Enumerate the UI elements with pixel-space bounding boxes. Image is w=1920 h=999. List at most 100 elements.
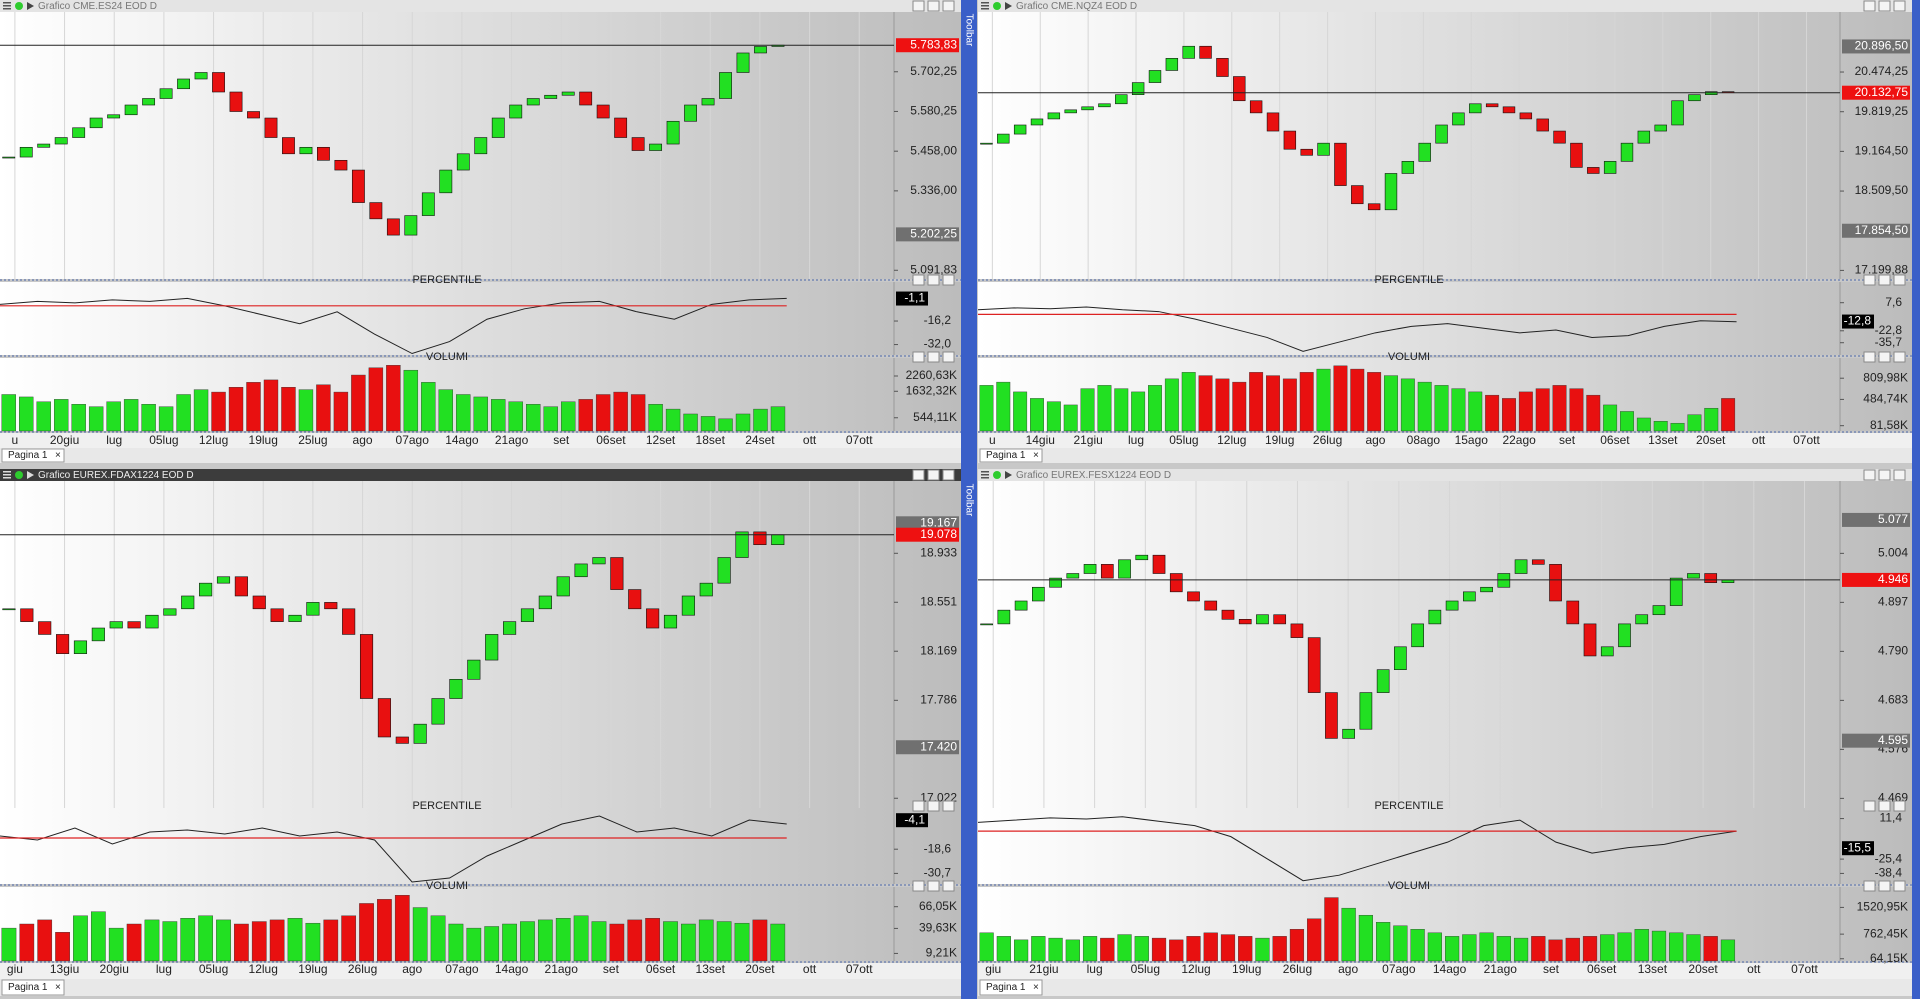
window-button[interactable] (942, 800, 955, 812)
candle (1182, 45, 1195, 59)
window-button[interactable] (1863, 800, 1876, 812)
pane-label: PERCENTILE (1374, 800, 1443, 812)
window-button[interactable] (1893, 0, 1906, 12)
tab-label[interactable]: Pagina 1 (8, 450, 48, 461)
tab-label[interactable]: Pagina 1 (8, 982, 48, 993)
tab-close[interactable]: × (55, 982, 61, 993)
pane-bg (978, 887, 1912, 961)
window-button[interactable] (1893, 351, 1906, 363)
window-button[interactable] (1893, 800, 1906, 812)
candle (264, 117, 278, 138)
tab-close[interactable]: × (1033, 982, 1039, 993)
volume-bar (1462, 934, 1477, 962)
window-button[interactable] (1893, 469, 1906, 481)
window-button[interactable] (1878, 0, 1891, 12)
window-button[interactable] (1878, 800, 1891, 812)
window-button[interactable] (942, 880, 955, 892)
volume-bar (1203, 932, 1218, 962)
window-button[interactable] (912, 469, 925, 481)
toolbar-label[interactable]: Toolbar (963, 14, 974, 47)
candle (270, 608, 284, 622)
window-button[interactable] (1893, 274, 1906, 286)
tab[interactable] (979, 979, 1043, 996)
toolbar-label[interactable]: Toolbar (963, 484, 974, 517)
menu-icon[interactable] (3, 477, 11, 479)
volume-bar (1427, 932, 1442, 962)
window-button[interactable] (1863, 0, 1876, 12)
play-icon[interactable] (27, 471, 34, 479)
x-tick-label: 07ott (846, 433, 873, 447)
y-tick-label: 20.474,25 (1855, 64, 1909, 78)
play-icon[interactable] (27, 2, 34, 10)
menu-icon[interactable] (981, 471, 989, 473)
volume-bar (520, 921, 535, 962)
y-tick-label: 19.164,50 (1855, 144, 1909, 158)
candle (1290, 623, 1304, 638)
menu-icon[interactable] (3, 471, 11, 473)
window-button[interactable] (927, 0, 940, 12)
x-tick-label: 13set (696, 962, 726, 976)
window-button[interactable] (912, 0, 925, 12)
volume-bar (162, 921, 178, 962)
pane-label: PERCENTILE (412, 800, 481, 812)
menu-icon[interactable] (3, 8, 11, 10)
level-label: 5.077 (1878, 512, 1908, 526)
menu-icon[interactable] (981, 2, 989, 4)
candle (386, 218, 400, 236)
window-button[interactable] (942, 351, 955, 363)
window-button[interactable] (927, 274, 940, 286)
menu-icon[interactable] (3, 5, 11, 7)
menu-icon[interactable] (981, 474, 989, 476)
tab-bar (978, 448, 1912, 463)
window-button[interactable] (1878, 274, 1891, 286)
volume-bar (1169, 939, 1184, 962)
tab[interactable] (1, 979, 65, 996)
candle (369, 202, 383, 220)
volume-bar (1272, 936, 1287, 962)
window-button[interactable] (1863, 880, 1876, 892)
play-icon[interactable] (1005, 471, 1012, 479)
x-tick-label: 21ago (1484, 962, 1518, 976)
tab-label[interactable]: Pagina 1 (986, 450, 1026, 461)
candle (1013, 124, 1027, 135)
menu-icon[interactable] (3, 2, 11, 4)
window-button[interactable] (1863, 469, 1876, 481)
window-button[interactable] (927, 351, 940, 363)
window-button[interactable] (912, 274, 925, 286)
menu-icon[interactable] (981, 8, 989, 10)
window-button[interactable] (942, 274, 955, 286)
window-button[interactable] (927, 469, 940, 481)
candle (456, 153, 470, 171)
value-box-label: -1,1 (904, 291, 925, 305)
y-tick-label: -38,4 (1875, 866, 1903, 880)
window-button[interactable] (942, 0, 955, 12)
candle (1221, 609, 1235, 620)
window-button[interactable] (912, 351, 925, 363)
window-button[interactable] (927, 800, 940, 812)
tab-label[interactable]: Pagina 1 (986, 982, 1026, 993)
window-button[interactable] (1863, 274, 1876, 286)
window-button[interactable] (1878, 880, 1891, 892)
window-button[interactable] (927, 880, 940, 892)
candle (491, 117, 505, 138)
window-button[interactable] (1893, 880, 1906, 892)
window-button[interactable] (942, 469, 955, 481)
level-box (896, 740, 959, 755)
tab-close[interactable]: × (1033, 450, 1039, 461)
candle (72, 127, 86, 138)
volume-bar (1341, 907, 1356, 962)
candle (19, 146, 33, 158)
window-button[interactable] (1863, 351, 1876, 363)
volume-bar (1232, 381, 1247, 432)
window-button[interactable] (1878, 351, 1891, 363)
window-button[interactable] (1878, 469, 1891, 481)
menu-icon[interactable] (981, 477, 989, 479)
window-button[interactable] (912, 800, 925, 812)
window-button[interactable] (912, 880, 925, 892)
tab-close[interactable]: × (55, 450, 61, 461)
play-icon[interactable] (1005, 2, 1012, 10)
tab[interactable] (979, 448, 1043, 463)
menu-icon[interactable] (981, 5, 989, 7)
menu-icon[interactable] (3, 474, 11, 476)
tab[interactable] (1, 448, 65, 463)
